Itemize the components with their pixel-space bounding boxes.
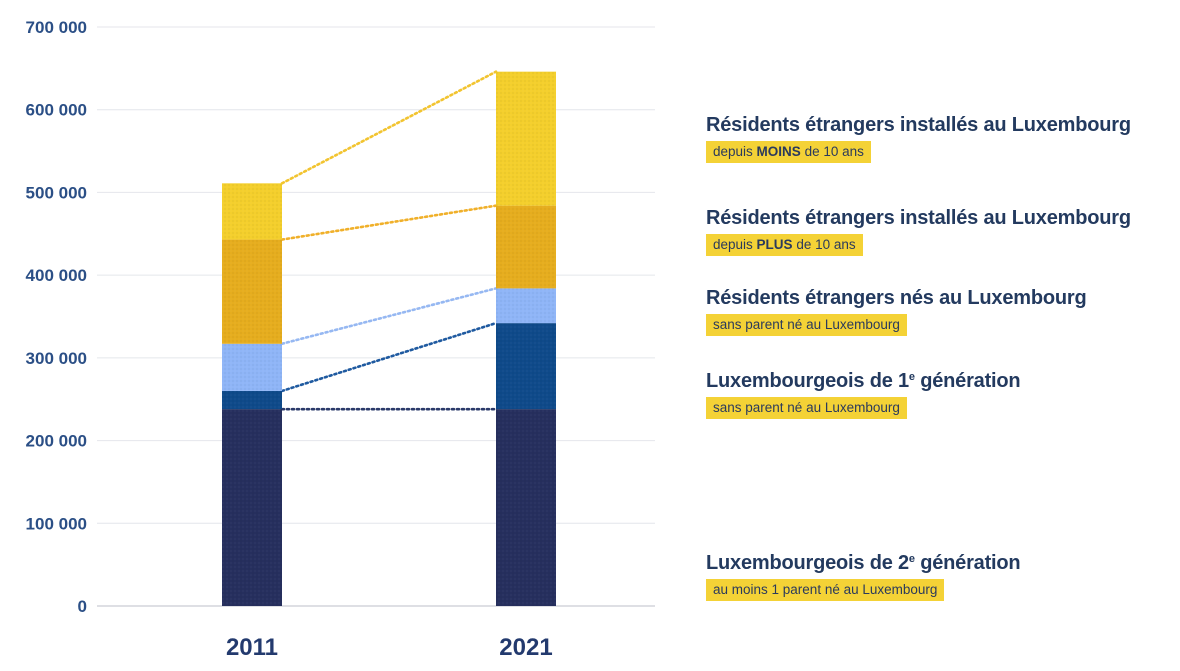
y-axis-ticks: 0 100 000 200 000 300 000 400 000 500 000 600 … <box>26 18 87 616</box>
bar-segment-texture <box>496 71 556 206</box>
legend-item-nes-au-luxembourg: Résidents étrangers nés au Luxembourg sa… <box>706 287 1087 336</box>
connector-line <box>280 287 498 346</box>
bar-segment-texture <box>222 183 282 240</box>
bar-segment-texture <box>496 288 556 324</box>
bar-segment-texture <box>496 205 556 289</box>
legend-item-moins-10-ans: Résidents étrangers installés au Luxembo… <box>706 114 1131 163</box>
legend-sub-bold: MOINS <box>756 144 801 159</box>
bar-segment-texture <box>222 390 282 410</box>
legend-title-text: Luxembourgeois de 2 <box>706 552 909 574</box>
y-tick-label: 400 000 <box>26 266 87 285</box>
y-tick-label: 0 <box>78 597 87 616</box>
bar-segment-texture <box>222 239 282 344</box>
legend-title: Luxembourgeois de 1e génération <box>706 370 1021 393</box>
legend-title-text: génération <box>914 552 1021 574</box>
legend-title-text: génération <box>914 370 1021 392</box>
legend-item-1e-generation: Luxembourgeois de 1e génération sans par… <box>706 370 1021 419</box>
bars <box>222 71 556 606</box>
legend-title: Résidents étrangers installés au Luxembo… <box>706 207 1131 229</box>
gridlines <box>97 26 655 607</box>
legend-title: Résidents étrangers nés au Luxembourg <box>706 287 1087 309</box>
stacked-bar-chart: 0 100 000 200 000 300 000 400 000 500 000 600 … <box>26 18 655 661</box>
legend-sub-text: de 10 ans <box>792 237 856 252</box>
connector-line <box>280 204 498 241</box>
legend-sub-text: au moins 1 parent né au Luxembourg <box>713 582 938 597</box>
bar-connectors <box>280 70 498 411</box>
legend-item-plus-10-ans: Résidents étrangers installés au Luxembo… <box>706 207 1131 256</box>
bar-segment-texture <box>222 343 282 391</box>
legend-item-2e-generation: Luxembourgeois de 2e génération au moins… <box>706 552 1021 601</box>
legend-title-sup: e <box>908 371 915 383</box>
legend-subtitle-highlight: au moins 1 parent né au Luxembourg <box>706 579 945 601</box>
bar-segment-texture <box>222 409 282 606</box>
y-tick-label: 500 000 <box>26 183 87 202</box>
y-tick-label: 600 000 <box>26 101 87 120</box>
x-axis-categories: 2011 2021 <box>226 634 553 661</box>
y-tick-label: 300 000 <box>26 349 87 368</box>
legend-sub-bold: PLUS <box>756 237 793 252</box>
legend-subtitle-highlight: depuis PLUS de 10 ans <box>706 234 863 256</box>
legend-sub-text: depuis <box>713 237 757 252</box>
legend-title-sup: e <box>908 553 915 565</box>
legend-subtitle-highlight: sans parent né au Luxembourg <box>706 314 907 336</box>
legend-sub-text: de 10 ans <box>800 144 864 159</box>
legend-sub-text: depuis <box>713 144 757 159</box>
y-tick-label: 700 000 <box>26 18 87 37</box>
legend-title: Résidents étrangers installés au Luxembo… <box>706 114 1131 136</box>
y-tick-label: 200 000 <box>26 432 87 451</box>
legend-title-text: Luxembourgeois de 1 <box>706 370 909 392</box>
legend-sub-text: sans parent né au Luxembourg <box>713 400 900 415</box>
legend-subtitle-highlight: sans parent né au Luxembourg <box>706 397 907 419</box>
bar-segment-texture <box>496 323 556 410</box>
y-tick-label: 100 000 <box>26 514 87 533</box>
legend-title: Luxembourgeois de 2e génération <box>706 552 1021 575</box>
legend-subtitle-highlight: depuis MOINS de 10 ans <box>706 141 871 163</box>
connector-line <box>280 321 498 393</box>
x-category-label: 2011 <box>226 634 278 661</box>
bar-segment-texture <box>496 409 556 606</box>
connector-line <box>280 70 498 185</box>
legend-sub-text: sans parent né au Luxembourg <box>713 317 900 332</box>
x-category-label: 2021 <box>499 634 552 661</box>
